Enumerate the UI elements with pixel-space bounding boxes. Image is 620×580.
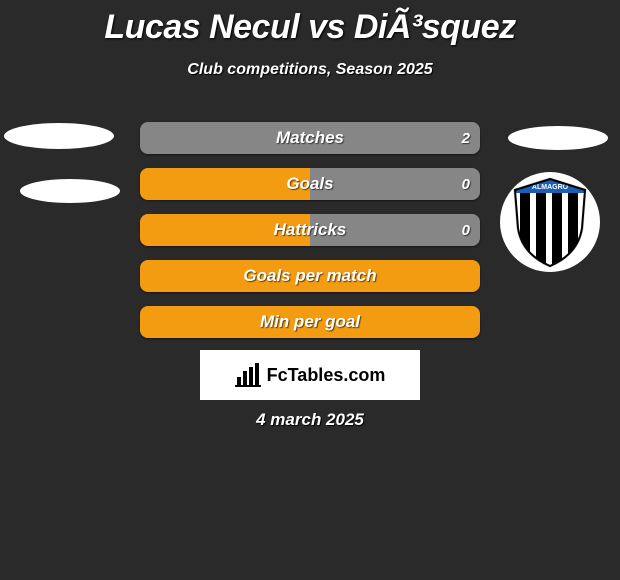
bar-chart-icon <box>235 363 261 387</box>
stat-value-right: 0 <box>462 214 470 246</box>
date-label: 4 march 2025 <box>0 410 620 430</box>
svg-text:ALMAGRO: ALMAGRO <box>532 184 569 191</box>
stat-value-right: 0 <box>462 168 470 200</box>
stat-label: Min per goal <box>140 306 480 338</box>
page-subtitle: Club competitions, Season 2025 <box>0 61 620 79</box>
stat-value-right: 2 <box>462 122 470 154</box>
badge-placeholder-left-1 <box>4 123 114 149</box>
stat-row: Min per goal <box>140 306 480 338</box>
stat-row: Hattricks0 <box>140 214 480 246</box>
stat-label: Matches <box>140 122 480 154</box>
brand-box: FcTables.com <box>200 350 420 400</box>
stat-label: Goals per match <box>140 260 480 292</box>
stat-label: Hattricks <box>140 214 480 246</box>
stat-label: Goals <box>140 168 480 200</box>
badge-placeholder-left-2 <box>20 179 120 203</box>
club-crest: ALMAGRO <box>500 172 600 272</box>
page-title: Lucas Necul vs DiÃ³squez <box>0 0 620 47</box>
badge-placeholder-right-1 <box>508 126 608 150</box>
stat-row: Goals0 <box>140 168 480 200</box>
stat-row: Matches2 <box>140 122 480 154</box>
brand-label: FcTables.com <box>267 365 386 386</box>
shield-icon: ALMAGRO <box>510 176 590 268</box>
stats-table: Matches2Goals0Hattricks0Goals per matchM… <box>140 122 480 352</box>
stat-row: Goals per match <box>140 260 480 292</box>
